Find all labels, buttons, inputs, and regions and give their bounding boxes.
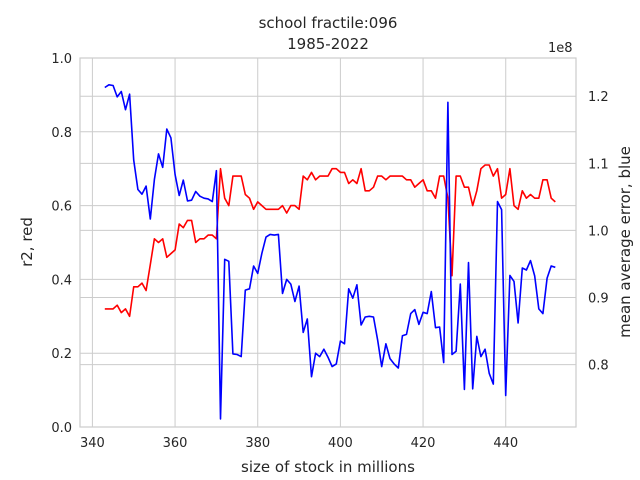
left-y-tick-label: 0.8 [51,126,72,141]
right-y-tick-label: 1.1 [588,157,609,172]
right-y-tick-label: 0.8 [588,359,609,374]
left-y-tick-label: 0.6 [51,200,72,215]
chart-subtitle: 1985-2022 [287,35,369,53]
left-axis-label: r2, red [18,217,36,267]
r2-series-line [104,164,556,318]
right-axis-multiplier: 1e8 [548,41,573,56]
right-y-tick-label: 1.2 [588,90,609,105]
series-layer [104,84,556,420]
right-y-tick-label: 0.9 [588,292,609,307]
x-tick-label: 400 [328,436,353,451]
error-series-line [104,84,556,420]
x-tick-label: 380 [245,436,270,451]
x-axis-label: size of stock in millions [241,458,415,476]
left-y-tick-label: 0.4 [51,273,72,288]
left-y-tick-label: 0.2 [51,347,72,362]
x-tick-label: 340 [80,436,105,451]
chart-title: school fractile:096 [259,14,398,32]
left-y-tick-label: 1.0 [51,52,72,67]
tick-labels: 340 360 380 400 420 440 0.0 0.2 0.4 0.6 0.8 1.0 0.8 0… [51,52,608,451]
x-tick-label: 440 [493,436,518,451]
x-tick-label: 360 [163,436,188,451]
right-y-tick-label: 1.0 [588,224,609,239]
right-axis-label: mean average error, blue [616,146,634,338]
x-tick-label: 420 [411,436,436,451]
left-y-tick-label: 0.0 [51,421,72,436]
plot-frame [79,57,577,428]
